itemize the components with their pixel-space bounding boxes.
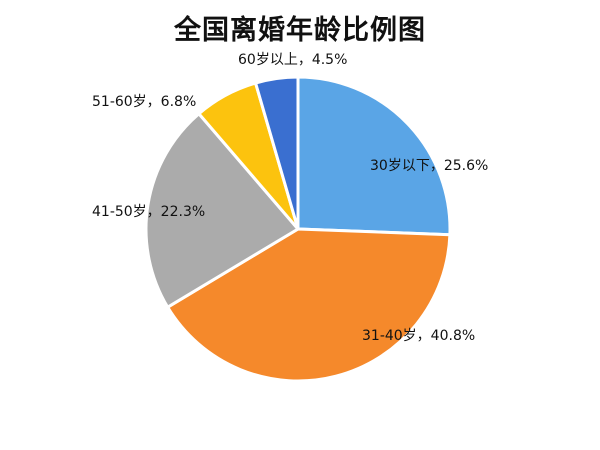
slice-label-3: 41-50岁，22.3% [92,204,205,220]
pie-slice-3 [144,112,300,309]
slice-label-5: 60岁以上，4.5% [238,52,347,68]
slice-label-1: 30岁以下，25.6% [370,158,488,174]
chart-title: 全国离婚年龄比例图 [174,15,426,46]
slice-label-2: 31-40岁，40.8% [362,328,475,344]
pie-slice-2 [166,227,452,383]
pie-slice-1 [296,75,452,237]
slice-label-4: 51-60岁，6.8% [92,94,196,110]
pie-slice-5 [254,75,300,231]
